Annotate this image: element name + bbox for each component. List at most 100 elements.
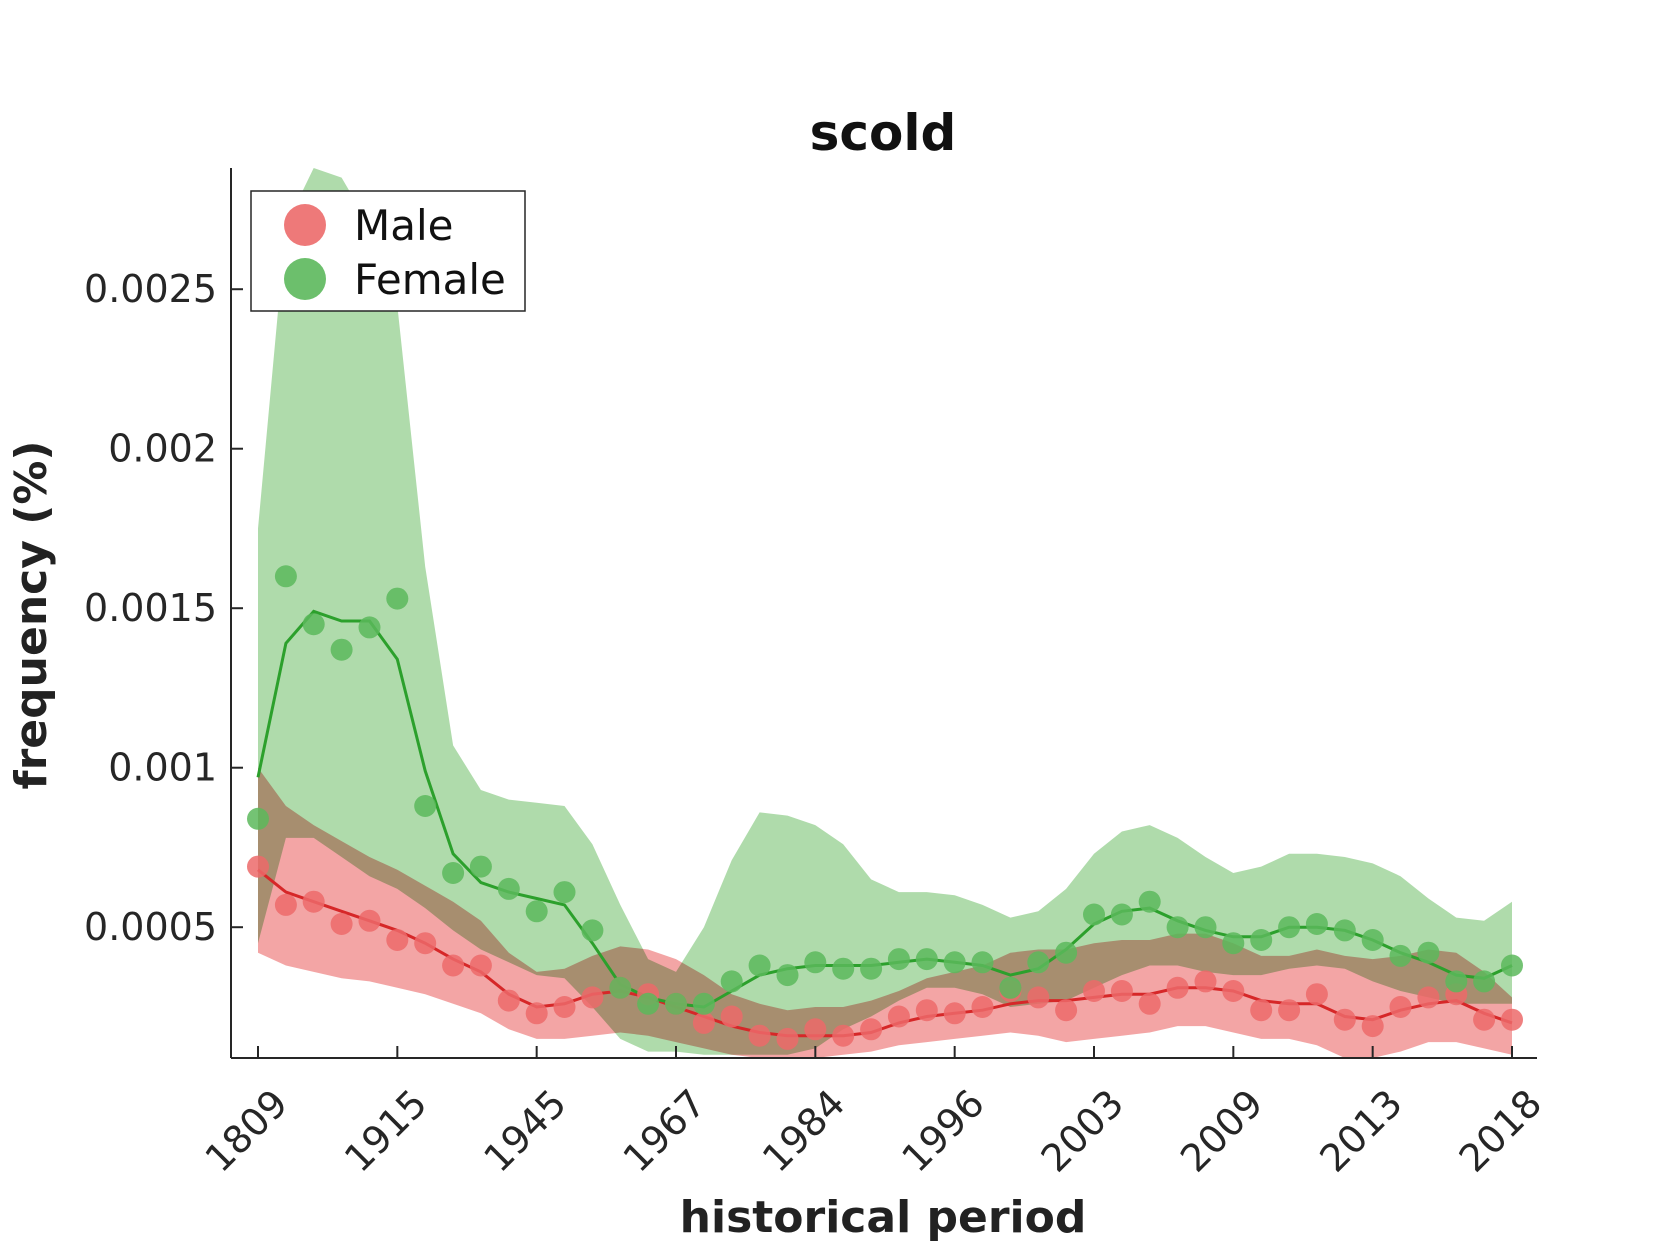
point-male: [1333, 1008, 1356, 1031]
point-female: [720, 970, 743, 993]
y-tick-label: 0.0025: [84, 267, 217, 311]
point-female: [442, 862, 465, 884]
point-male: [1250, 999, 1273, 1022]
point-female: [971, 951, 994, 974]
point-female: [832, 957, 855, 980]
point-male: [776, 1027, 799, 1050]
legend-label-female: Female: [354, 255, 506, 304]
y-tick-label: 0.0005: [84, 905, 217, 949]
trend-line-female: [256, 609, 1513, 1009]
x-tick-label: 1967: [615, 1081, 715, 1181]
chart-title: scold: [810, 104, 957, 162]
point-male: [1501, 1008, 1523, 1031]
x-tick-label: 1945: [475, 1081, 575, 1181]
point-male: [581, 986, 604, 1009]
point-male: [302, 890, 325, 913]
point-female: [302, 613, 325, 636]
legend-label-male: Male: [354, 201, 453, 250]
point-male: [414, 932, 437, 955]
band-female: [258, 168, 1512, 1055]
x-axis-label: historical period: [680, 1192, 1087, 1243]
point-male: [1138, 992, 1161, 1015]
point-male: [1278, 999, 1301, 1022]
point-female: [860, 957, 883, 980]
point-male: [525, 1002, 548, 1025]
point-male: [804, 1018, 827, 1041]
point-female: [414, 795, 437, 817]
point-male: [1417, 986, 1440, 1009]
point-male: [469, 954, 492, 977]
point-male: [1083, 980, 1105, 1002]
point-male: [692, 1011, 715, 1034]
point-male: [971, 996, 994, 1018]
point-female: [1027, 951, 1050, 974]
y-tick-label: 0.002: [108, 427, 217, 471]
point-female: [497, 877, 520, 900]
point-female: [1138, 890, 1161, 913]
point-female: [386, 587, 409, 610]
point-male: [720, 1005, 743, 1028]
point-male: [274, 893, 297, 916]
point-male: [358, 909, 381, 932]
point-female: [358, 616, 381, 639]
point-female: [553, 881, 576, 904]
x-tick-label: 1809: [197, 1081, 297, 1181]
point-female: [1417, 941, 1440, 964]
legend: Male Female: [250, 190, 526, 312]
x-tick-label: 2009: [1172, 1081, 1272, 1181]
point-male: [497, 989, 520, 1012]
axes: [230, 168, 1537, 1059]
point-male: [1305, 983, 1328, 1006]
point-male: [1027, 986, 1050, 1009]
point-female: [887, 948, 910, 971]
point-male: [247, 855, 269, 878]
point-female: [1278, 916, 1301, 939]
legend-swatch-male: [284, 204, 326, 246]
point-male: [943, 1002, 966, 1025]
point-female: [1194, 916, 1217, 939]
point-female: [665, 992, 687, 1015]
point-male: [1473, 1008, 1496, 1031]
point-male: [553, 996, 576, 1018]
x-tick-label: 2013: [1311, 1081, 1411, 1181]
point-female: [1389, 944, 1412, 967]
trend-line-male: [257, 868, 1513, 1038]
point-female: [330, 638, 353, 661]
point-female: [1166, 916, 1189, 939]
point-male: [832, 1024, 855, 1047]
point-female: [776, 964, 799, 987]
point-female: [804, 951, 827, 974]
point-female: [637, 992, 660, 1015]
point-female: [1222, 932, 1245, 955]
point-female: [1473, 970, 1496, 993]
point-female: [609, 976, 632, 999]
point-female: [692, 992, 715, 1015]
point-male: [1222, 980, 1245, 1002]
x-tick-label: 1984: [754, 1081, 854, 1181]
point-female: [581, 919, 604, 942]
point-female: [1333, 919, 1356, 942]
point-male: [887, 1005, 910, 1028]
point-female: [1083, 903, 1105, 926]
point-female: [748, 954, 771, 977]
point-female: [999, 976, 1022, 999]
point-female: [915, 948, 938, 971]
point-male: [1110, 980, 1133, 1002]
x-tick-label: 2003: [1033, 1081, 1133, 1181]
data-points: [247, 565, 1523, 1050]
point-female: [247, 807, 269, 830]
trend-lines: [256, 609, 1513, 1038]
point-female: [1305, 913, 1328, 935]
point-female: [469, 855, 492, 878]
x-tick-label: 2018: [1451, 1081, 1551, 1181]
point-female: [1445, 970, 1468, 993]
point-male: [1055, 999, 1078, 1022]
point-male: [1361, 1015, 1384, 1038]
point-male: [442, 954, 465, 977]
point-female: [1501, 954, 1523, 977]
point-male: [748, 1024, 771, 1047]
point-female: [943, 951, 966, 974]
point-female: [274, 565, 297, 588]
point-male: [915, 999, 938, 1022]
